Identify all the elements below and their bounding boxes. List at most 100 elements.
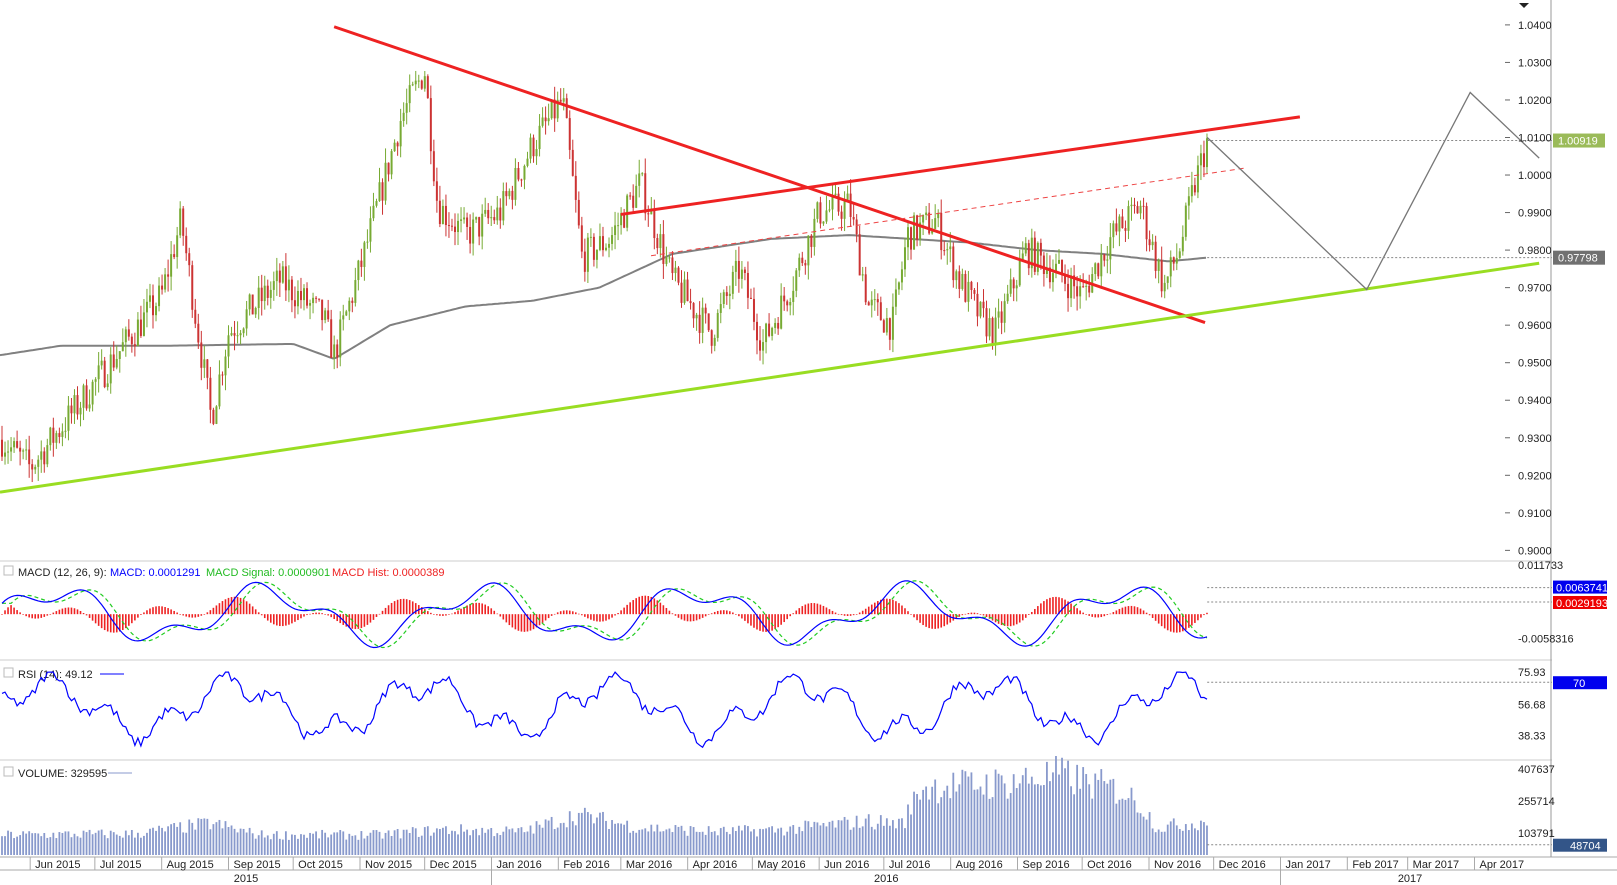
macd-hist-bar [982, 614, 985, 616]
macd-value-badge [1553, 580, 1607, 594]
price-bar [478, 216, 481, 246]
macd-hist-bar [357, 614, 360, 629]
rsi-close-icon[interactable] [3, 667, 14, 678]
price-bar [239, 330, 242, 345]
price-bar-body [937, 212, 940, 219]
volume-bar [807, 821, 810, 855]
macd-hist-bar [100, 614, 103, 629]
macd-hist-bar [949, 614, 952, 623]
price-bar [746, 261, 749, 310]
month-label: Sep 2015 [234, 859, 281, 871]
macd-hist-bar [668, 610, 671, 615]
price-bar [964, 270, 967, 303]
price-bar-body [351, 300, 354, 303]
price-bar-body [61, 431, 64, 437]
macd-hist-bar [1118, 608, 1121, 615]
price-bar [1190, 171, 1193, 203]
price-bar-body [354, 280, 357, 303]
macd-hist-bar [1133, 606, 1136, 615]
volume-bar [602, 811, 604, 855]
price-bar-body [734, 260, 737, 272]
price-bar [487, 203, 490, 225]
macd-hist-bar [568, 610, 571, 615]
macd-hist-bar [239, 597, 242, 615]
macd-hist-bar [396, 599, 399, 615]
volume-bar [976, 789, 979, 855]
price-bar [272, 271, 275, 301]
price-bar-body [855, 219, 858, 235]
volume-bar [541, 827, 544, 855]
volume-bar [239, 828, 242, 855]
price-bar-body [296, 290, 299, 307]
macd-hist-bar [1009, 614, 1012, 627]
price-bar [13, 437, 16, 453]
macd-hist-bar [1082, 612, 1084, 615]
macd-hist-bar [161, 606, 163, 615]
price-bar-body [891, 306, 894, 340]
macd-hist-bar [997, 614, 1000, 624]
macd-hist-bar [125, 614, 127, 629]
price-tick-label: 1.0000 [1518, 170, 1552, 182]
price-bar-body [879, 302, 882, 321]
macd-hist-bar [1003, 614, 1006, 626]
volume-tick-label: 103791 [1518, 828, 1555, 840]
macd-hist-bar [91, 614, 94, 621]
price-bar [1145, 202, 1148, 252]
price-bar-body [562, 98, 565, 102]
month-label: Mar 2016 [626, 859, 672, 871]
price-bar [1039, 238, 1042, 270]
macd-hist-bar [683, 614, 686, 621]
volume-bar [704, 834, 707, 855]
price-bar [988, 308, 991, 341]
price-bar [828, 200, 831, 213]
macd-close-icon[interactable] [3, 565, 14, 576]
volume-bar [109, 830, 112, 855]
price-bar [200, 330, 203, 381]
price-bar-body [771, 327, 774, 336]
price-bar [185, 227, 188, 261]
macd-hist-bar [351, 614, 354, 629]
macd-hist-bar [451, 613, 453, 615]
price-bar [882, 318, 885, 333]
price-bar-body [910, 227, 913, 250]
macd-hist-bar [1061, 598, 1063, 615]
price-bar-body [245, 309, 248, 329]
price-bar [387, 162, 390, 182]
price-bar-body [37, 459, 40, 467]
volume-close-icon[interactable] [3, 766, 14, 777]
price-bar-body [118, 351, 121, 359]
volume-bar [1097, 779, 1100, 855]
price-bar-body [1193, 185, 1196, 193]
volume-bar [653, 831, 656, 855]
macd-hist-bar [342, 614, 345, 625]
macd-hist-bar [644, 595, 647, 615]
macd-hist-bar [931, 614, 933, 629]
volume-bar [804, 820, 807, 855]
price-bar [124, 326, 127, 357]
price-bar [369, 206, 372, 253]
volume-bar [381, 838, 384, 855]
price-bar-body [786, 301, 789, 306]
volume-bar [559, 823, 562, 855]
volume-bar [496, 833, 499, 855]
volume-bar [442, 827, 444, 855]
dropdown-triangle-icon[interactable] [1519, 3, 1529, 8]
price-bar-body [605, 247, 607, 251]
macd-hist-bar [517, 614, 520, 631]
macd-hist-bar [276, 614, 278, 626]
price-bar-body [88, 404, 91, 409]
volume-bar [1043, 784, 1045, 855]
price-bar-body [387, 162, 390, 175]
price-bar-body [517, 167, 520, 180]
price-bar [762, 329, 765, 365]
volume-bar [493, 836, 496, 855]
macd-hist-bar [532, 614, 535, 630]
macd-hist-bar [565, 610, 568, 615]
macd-hist-bar [780, 614, 782, 625]
macd-hist-bar [487, 606, 490, 615]
macd-hist-bar [1043, 601, 1045, 615]
price-bar-body [752, 298, 755, 322]
macd-hist-bar [300, 614, 302, 619]
price-bar-body [493, 217, 496, 221]
